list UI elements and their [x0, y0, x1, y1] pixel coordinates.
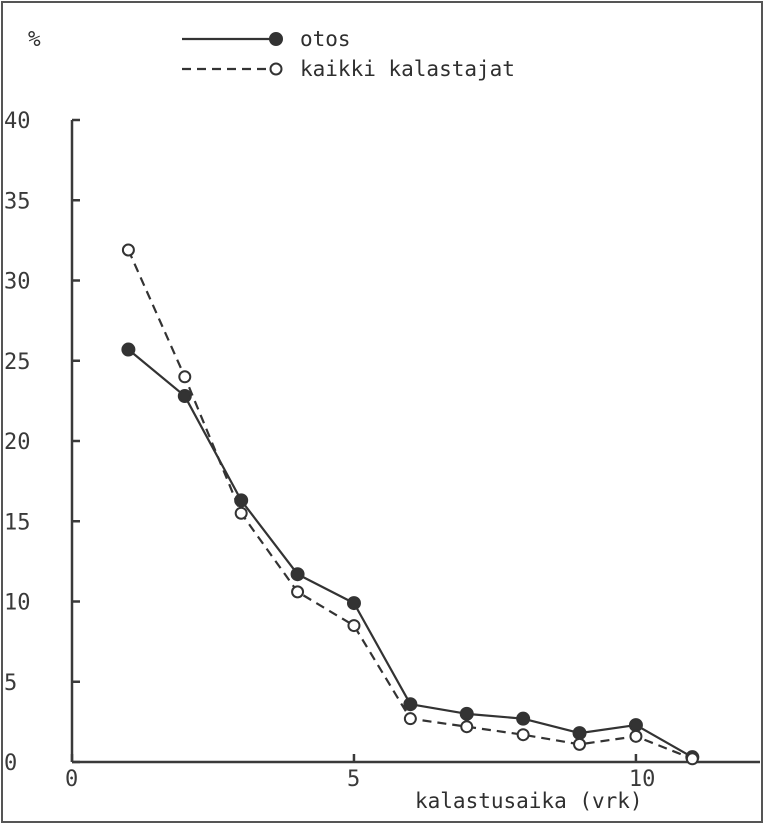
data-point [628, 718, 643, 733]
data-point [460, 720, 474, 734]
y-tick-label: 25 [4, 350, 31, 375]
data-point [290, 567, 305, 582]
x-axis-label: kalastusaika (vrk) [415, 789, 643, 813]
data-point [573, 737, 587, 751]
data-point [685, 752, 699, 766]
data-point [459, 706, 474, 721]
data-point [629, 729, 643, 743]
series-line-kaikki-kalastajat [127, 249, 693, 760]
y-tick-label: 15 [4, 510, 31, 535]
y-tick-label: 10 [4, 591, 31, 616]
series-line-otos [127, 348, 693, 759]
data-point [346, 596, 361, 611]
data-point [347, 619, 361, 633]
data-point [291, 585, 305, 599]
axis-layer: 0 5 10 15 20 25 30 35 40 0 5 10 [4, 109, 760, 792]
data-point [234, 506, 248, 520]
y-tick-label: 0 [4, 751, 17, 776]
data-point [516, 711, 531, 726]
data-point [121, 342, 136, 357]
legend-label: kaikki kalastajat [300, 57, 515, 81]
data-point [403, 697, 418, 712]
data-point [178, 370, 192, 384]
x-tick-label: 0 [65, 767, 78, 792]
y-axis-label: % [28, 27, 41, 51]
data-point [177, 389, 192, 404]
y-tick-label: 40 [4, 109, 31, 134]
data-point [516, 728, 530, 742]
data-point [572, 726, 587, 741]
legend-marker [269, 62, 283, 76]
data-point [121, 243, 135, 257]
legend: otos kaikki kalastajat [182, 27, 515, 81]
data-point [403, 712, 417, 726]
series-layer [121, 243, 700, 766]
legend-marker [269, 32, 283, 46]
y-tick-label: 35 [4, 189, 31, 214]
legend-label: otos [300, 27, 351, 51]
y-tick-label: 20 [4, 430, 31, 455]
y-tick-label: 5 [4, 671, 17, 696]
x-tick-label: 10 [629, 767, 656, 792]
y-tick-label: 30 [4, 270, 31, 295]
x-tick-label: 5 [347, 767, 360, 792]
